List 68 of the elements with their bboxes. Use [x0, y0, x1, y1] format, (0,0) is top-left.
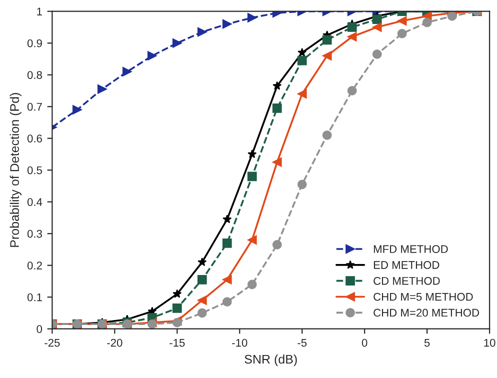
y-tick-label: 0.8 [27, 71, 42, 79]
point [322, 51, 332, 60]
point [347, 32, 357, 42]
x-tick-label: -5 [298, 338, 307, 347]
point [122, 66, 132, 76]
y-tick-label: 0.1 [27, 293, 42, 302]
legend-label: CD METHOD [374, 276, 440, 285]
y-tick-label: 1 [37, 8, 42, 16]
point [272, 157, 282, 167]
point [248, 150, 257, 158]
point [172, 304, 182, 313]
point [97, 84, 107, 94]
y-tick-label: 0.3 [27, 230, 42, 238]
legend-label: CHD M=5 METHOD [374, 292, 473, 301]
x-tick-label: 5 [424, 338, 430, 347]
point [197, 274, 207, 284]
point [172, 289, 182, 298]
point [397, 28, 407, 38]
legend-label: MFD METHOD [374, 245, 448, 254]
y-tick-label: 0.9 [27, 39, 42, 48]
point [397, 16, 407, 26]
point [222, 297, 232, 307]
point [197, 27, 207, 37]
point [222, 238, 232, 248]
x-tick-label: -15 [170, 338, 185, 347]
x-tick-label: 10 [484, 338, 496, 347]
point [147, 51, 157, 60]
point [72, 105, 82, 114]
point [247, 235, 257, 245]
point [247, 13, 257, 22]
y-axis-title: Probability of Detection (Pd) [10, 93, 22, 247]
x-axis-title: SNR (dB) [244, 354, 297, 366]
point [247, 172, 257, 182]
point [322, 130, 332, 140]
point [272, 81, 282, 90]
point [372, 50, 382, 59]
legend-label: CHD M=20 METHOD [374, 308, 480, 317]
y-tick-label: 0.6 [27, 134, 42, 142]
y-tick-label: 0.4 [27, 198, 42, 206]
x-tick-label: -10 [232, 338, 248, 347]
point [222, 274, 232, 284]
point [298, 48, 307, 57]
y-tick-label: 0.5 [27, 166, 42, 174]
y-tick-label: 0.2 [27, 262, 42, 270]
point [297, 180, 307, 190]
point [372, 22, 382, 32]
point [198, 257, 207, 266]
point [297, 89, 307, 99]
point [322, 35, 332, 45]
legend-label: ED METHOD [374, 261, 440, 269]
point [197, 296, 207, 305]
point [172, 38, 182, 48]
point [297, 56, 307, 66]
point [422, 18, 432, 28]
point [247, 280, 257, 290]
point [347, 22, 357, 32]
point [372, 14, 382, 24]
point [197, 308, 207, 318]
y-tick-label: 0 [36, 325, 42, 333]
x-tick-label: -20 [107, 338, 122, 347]
point [222, 19, 232, 29]
point [347, 86, 357, 96]
point [272, 240, 282, 250]
x-tick-label: 0 [362, 338, 368, 347]
x-tick-label: -25 [44, 338, 60, 347]
point [272, 103, 282, 113]
y-tick-label: 0.7 [27, 102, 42, 111]
point [222, 214, 232, 224]
